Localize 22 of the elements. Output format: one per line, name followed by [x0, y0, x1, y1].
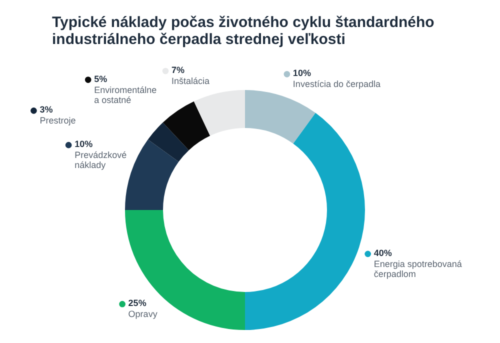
donut-slice	[125, 210, 245, 330]
chart-title: Typické náklady počas životného cyklu štandardného industriálneho čerpadla strednej veľkosti	[52, 14, 434, 48]
data-label: 10%	[74, 139, 93, 150]
donut-slice	[125, 139, 179, 210]
donut-slice	[245, 90, 316, 144]
donut-slice	[245, 112, 365, 330]
data-label: 3%	[40, 104, 53, 115]
data-label: 10%	[292, 68, 311, 78]
data-label: 40%	[374, 248, 392, 258]
donut-slice	[194, 90, 245, 136]
donut-slice	[148, 122, 189, 162]
legend-label: Prestroje	[40, 116, 76, 126]
data-label: 25%	[128, 298, 146, 308]
legend-label: Investícia do čerpadla	[292, 79, 380, 90]
legend-label: Prevádzkové náklady	[74, 150, 127, 170]
legend-label: Energia spotrebovaná čerpadlom	[374, 258, 462, 279]
legend-label: Enviromentálne a ostatné	[94, 84, 157, 105]
legend-label: Inštalácia	[172, 76, 210, 86]
legend-label: Opravy	[128, 309, 158, 320]
data-label: 5%	[94, 74, 108, 84]
data-label: 7%	[172, 65, 185, 76]
donut-slice	[162, 101, 210, 150]
